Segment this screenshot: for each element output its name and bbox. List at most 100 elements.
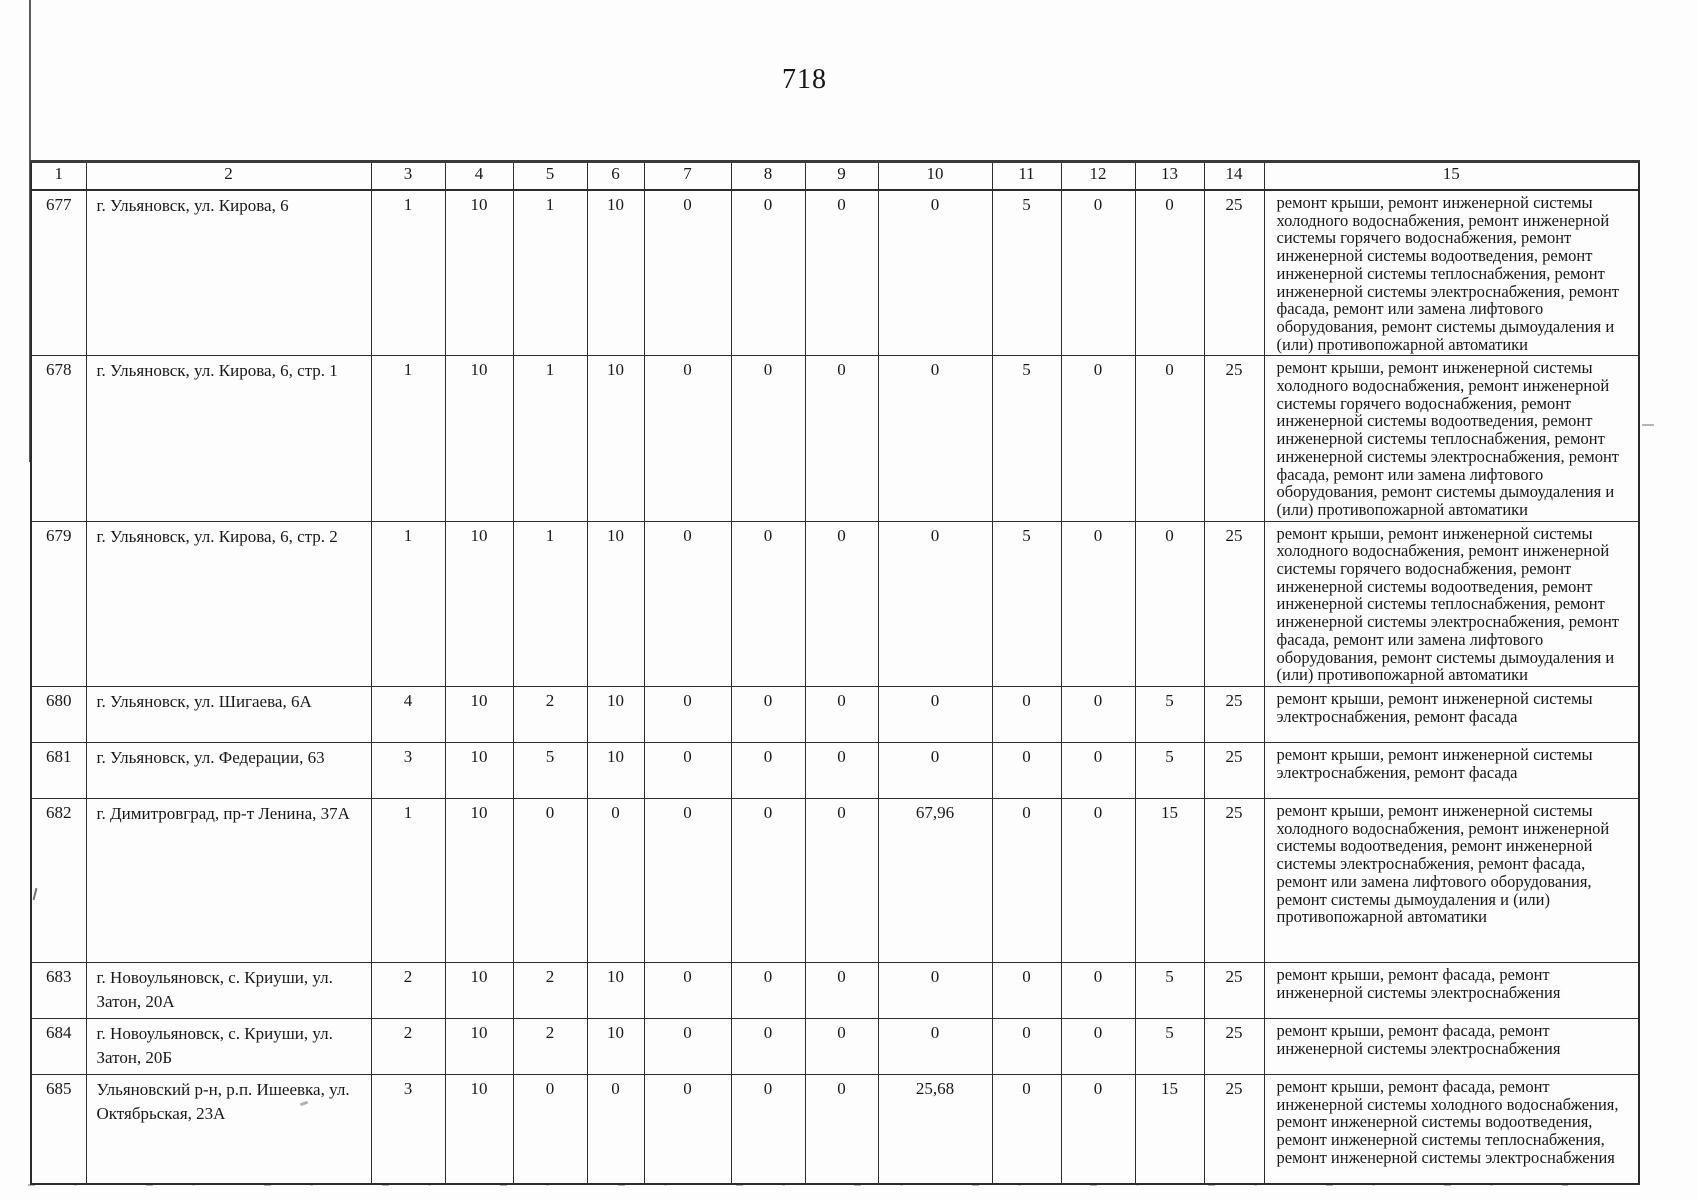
table-row: 685 Ульяновский р-н, р.п. Ишеевка, ул. Ок…: [30, 1073, 1640, 1185]
value-cell: 0: [804, 1017, 879, 1075]
value-cell: 5: [1134, 961, 1205, 1019]
value-cell: 25: [1203, 355, 1265, 522]
value-cell: 0: [991, 961, 1062, 1019]
value-cell: 10: [444, 797, 514, 963]
table-row: 684 г. Новоульяновск, с. Криуши, ул. Зато…: [30, 1017, 1640, 1075]
repairs-list-cell: ремонт крыши, ремонт инженерной системы …: [1263, 741, 1640, 799]
value-cell: 0: [877, 189, 993, 357]
value-cell: 2: [512, 685, 588, 743]
value-cell: 2: [370, 961, 446, 1019]
value-cell: 2: [512, 1017, 588, 1075]
table-row: 677 г. Ульяновск, ул. Кирова, 6 1 10 1 10 0 0 0 0…: [30, 189, 1640, 357]
value-cell: 0: [643, 1017, 732, 1075]
value-cell: 0: [643, 797, 732, 963]
value-cell: 3: [370, 1073, 446, 1185]
address-cell: г. Ульяновск, ул. Шигаева, 6А: [85, 685, 372, 743]
value-cell: 15: [1134, 1073, 1205, 1185]
value-cell: 5: [1134, 685, 1205, 743]
value-cell: 0: [877, 355, 993, 522]
scan-artifact-right-dash: [1642, 424, 1654, 426]
header-cell: 11: [991, 160, 1062, 191]
value-cell: 0: [877, 741, 993, 799]
value-cell: 4: [370, 685, 446, 743]
value-cell: 0: [512, 1073, 588, 1185]
value-cell: 25: [1203, 961, 1265, 1019]
page-number: 718: [782, 64, 827, 95]
value-cell: 0: [512, 797, 588, 963]
row-number-cell: 684: [30, 1017, 87, 1075]
header-cell: 14: [1203, 160, 1265, 191]
value-cell: 25: [1203, 1073, 1265, 1185]
value-cell: 3: [370, 741, 446, 799]
value-cell: 0: [643, 520, 732, 687]
value-cell: 10: [444, 1017, 514, 1075]
header-cell: 5: [512, 160, 588, 191]
value-cell: 5: [1134, 741, 1205, 799]
repairs-list-cell: ремонт крыши, ремонт инженерной системы …: [1263, 520, 1640, 687]
value-cell: 25: [1203, 189, 1265, 357]
value-cell: 0: [804, 520, 879, 687]
address-cell: Ульяновский р-н, р.п. Ишеевка, ул. Октяб…: [85, 1073, 372, 1185]
row-number-cell: 678: [30, 355, 87, 522]
value-cell: 10: [586, 741, 645, 799]
value-cell: 0: [643, 355, 732, 522]
value-cell: 10: [444, 520, 514, 687]
value-cell: 25,68: [877, 1073, 993, 1185]
value-cell: 10: [586, 520, 645, 687]
value-cell: 0: [643, 741, 732, 799]
repairs-list-cell: ремонт крыши, ремонт инженерной системы …: [1263, 685, 1640, 743]
value-cell: 10: [444, 355, 514, 522]
value-cell: 0: [730, 1017, 806, 1075]
value-cell: 1: [370, 189, 446, 357]
value-cell: 1: [370, 797, 446, 963]
value-cell: 0: [877, 685, 993, 743]
value-cell: 0: [643, 961, 732, 1019]
value-cell: 0: [1060, 355, 1136, 522]
value-cell: 0: [991, 797, 1062, 963]
value-cell: 1: [370, 355, 446, 522]
row-number-cell: 682: [30, 797, 87, 963]
value-cell: 1: [512, 189, 588, 357]
value-cell: 0: [991, 741, 1062, 799]
row-number-cell: 679: [30, 520, 87, 687]
row-number-cell: 677: [30, 189, 87, 357]
value-cell: 0: [643, 685, 732, 743]
value-cell: 0: [1060, 961, 1136, 1019]
value-cell: 25: [1203, 685, 1265, 743]
value-cell: 10: [444, 189, 514, 357]
value-cell: 0: [643, 189, 732, 357]
value-cell: 0: [730, 961, 806, 1019]
value-cell: 5: [512, 741, 588, 799]
value-cell: 0: [730, 355, 806, 522]
value-cell: 0: [804, 741, 879, 799]
repairs-list-cell: ремонт крыши, ремонт фасада, ремонт инже…: [1263, 961, 1640, 1019]
value-cell: 10: [586, 355, 645, 522]
value-cell: 0: [730, 1073, 806, 1185]
value-cell: 10: [586, 961, 645, 1019]
address-cell: г. Ульяновск, ул. Кирова, 6, стр. 2: [85, 520, 372, 687]
value-cell: 0: [804, 1073, 879, 1185]
value-cell: 0: [991, 1073, 1062, 1185]
value-cell: 25: [1203, 797, 1265, 963]
value-cell: 0: [877, 520, 993, 687]
header-cell: 2: [85, 160, 372, 191]
header-cell: 8: [730, 160, 806, 191]
value-cell: 0: [804, 961, 879, 1019]
value-cell: 0: [730, 797, 806, 963]
value-cell: 10: [444, 685, 514, 743]
header-cell: 15: [1263, 160, 1640, 191]
value-cell: 10: [444, 741, 514, 799]
value-cell: 0: [1134, 520, 1205, 687]
repairs-list-cell: ремонт крыши, ремонт фасада, ремонт инже…: [1263, 1017, 1640, 1075]
value-cell: 15: [1134, 797, 1205, 963]
value-cell: 0: [1060, 1017, 1136, 1075]
address-cell: г. Новоульяновск, с. Криуши, ул. Затон, …: [85, 1017, 372, 1075]
value-cell: 1: [370, 520, 446, 687]
value-cell: 5: [1134, 1017, 1205, 1075]
repairs-list-cell: ремонт крыши, ремонт инженерной системы …: [1263, 189, 1640, 357]
value-cell: 0: [1060, 520, 1136, 687]
row-number-cell: 681: [30, 741, 87, 799]
row-number-cell: 683: [30, 961, 87, 1019]
